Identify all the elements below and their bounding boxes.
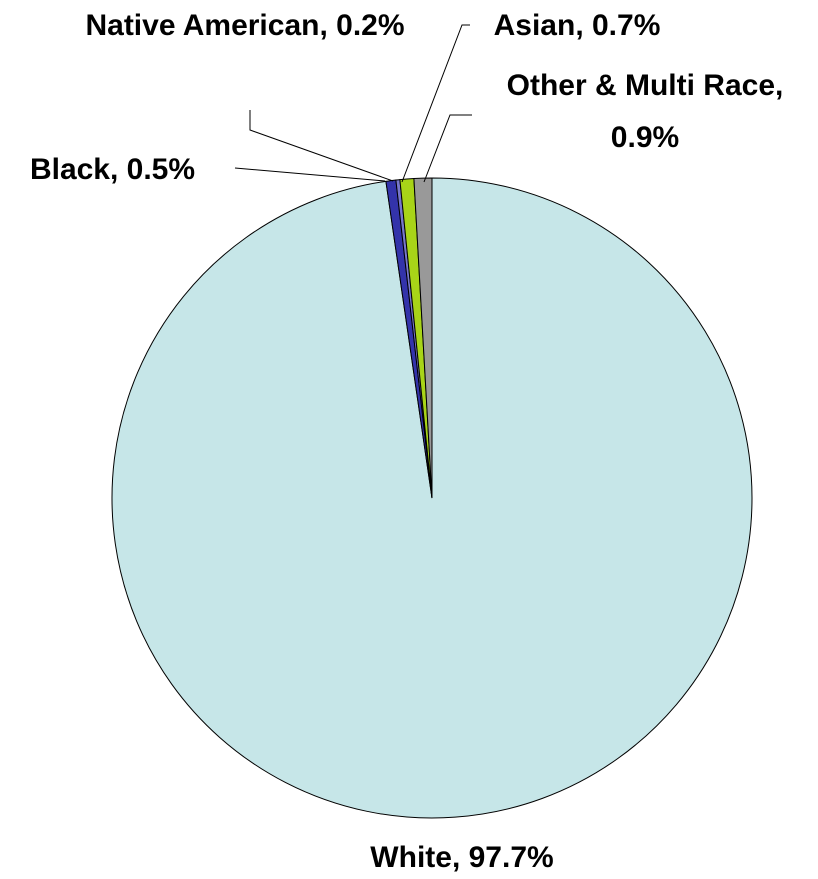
leader-line — [234, 167, 386, 182]
leader-line — [249, 110, 394, 182]
slice-label: Black, 0.5% — [29, 153, 196, 186]
slice-label: White, 97.7% — [370, 841, 554, 874]
slice-label: Native American, 0.2% — [85, 9, 405, 42]
leader-line — [401, 24, 470, 183]
pie-slice — [413, 177, 433, 499]
slice-label: Asian, 0.7% — [493, 9, 661, 42]
leader-line — [423, 114, 472, 183]
slice-label: Other & Multi Race, 0.9% — [506, 69, 784, 154]
